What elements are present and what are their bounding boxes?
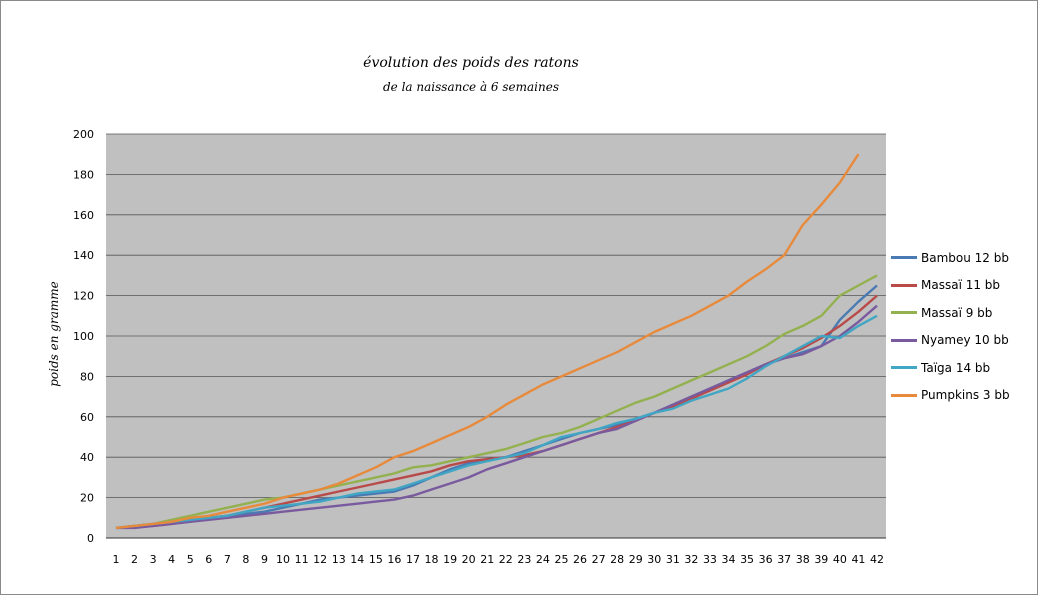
y-tick-label: 200 <box>73 128 94 141</box>
legend-label: Massaï 9 bb <box>921 305 993 320</box>
x-tick-label: 8 <box>242 553 249 566</box>
x-tick-label: 2 <box>131 553 138 566</box>
x-tick-label: 27 <box>592 553 606 566</box>
x-tick-label: 33 <box>703 553 717 566</box>
y-tick-label: 20 <box>80 492 94 505</box>
x-tick-label: 16 <box>387 553 401 566</box>
x-tick-label: 15 <box>369 553 383 566</box>
legend-item: Pumpkins 3 bb <box>891 382 1037 410</box>
x-tick-label: 10 <box>276 553 290 566</box>
x-tick-label: 3 <box>150 553 157 566</box>
x-tick-label: 34 <box>722 553 736 566</box>
x-tick-label: 38 <box>796 553 810 566</box>
x-tick-label: 40 <box>833 553 847 566</box>
x-tick-label: 30 <box>647 553 661 566</box>
x-tick-label: 23 <box>517 553 531 566</box>
y-tick-label: 120 <box>73 290 94 303</box>
series-line-3 <box>115 274 878 530</box>
legend-swatch <box>891 393 917 397</box>
x-tick-label: 18 <box>425 553 439 566</box>
legend-item: Taïga 14 bb <box>891 354 1037 382</box>
chart-title: évolution des poids des ratons <box>363 55 579 71</box>
x-tick-label: 24 <box>536 553 550 566</box>
y-tick-label: 0 <box>87 532 94 545</box>
x-tick-label: 4 <box>168 553 175 566</box>
x-tick-label: 25 <box>554 553 568 566</box>
x-tick-label: 35 <box>740 553 754 566</box>
legend-label: Taïga 14 bb <box>921 360 991 375</box>
legend-swatch <box>891 366 917 370</box>
chart-subtitle: de la naissance à 6 semaines <box>383 80 559 94</box>
x-tick-label: 41 <box>851 553 865 566</box>
series-line-6 <box>115 153 860 530</box>
x-tick-label: 31 <box>666 553 680 566</box>
x-tick-label: 7 <box>224 553 231 566</box>
x-tick-label: 37 <box>777 553 791 566</box>
x-tick-label: 20 <box>462 553 476 566</box>
x-tick-label: 9 <box>261 553 268 566</box>
y-tick-label: 180 <box>73 168 94 181</box>
x-tick-label: 19 <box>443 553 457 566</box>
legend-swatch <box>891 283 917 287</box>
series-line-5 <box>115 314 878 530</box>
legend-swatch <box>891 338 917 342</box>
x-axis-ticks: 1 2 3 4 5 6 7 8 9 10 11 12 13 14 15 16 17 18 19 20 21 22 23 24 2… <box>113 553 885 566</box>
x-tick-label: 29 <box>629 553 643 566</box>
x-tick-label: 28 <box>610 553 624 566</box>
legend-item: Massaï 9 bb <box>891 299 1037 327</box>
series-line-4 <box>116 304 878 530</box>
x-tick-label: 42 <box>870 553 884 566</box>
x-tick-label: 36 <box>759 553 773 566</box>
x-tick-label: 22 <box>499 553 513 566</box>
y-tick-label: 60 <box>80 411 94 424</box>
y-tick-label: 100 <box>73 330 94 343</box>
x-tick-label: 5 <box>187 553 194 566</box>
legend-label: Nyamey 10 bb <box>921 333 1009 348</box>
legend-swatch <box>891 311 917 315</box>
series-lines <box>115 153 878 530</box>
x-tick-label: 21 <box>480 553 494 566</box>
y-tick-label: 160 <box>73 209 94 222</box>
legend: Bambou 12 bb Massaï 11 bb Massaï 9 bb Nyame… <box>891 244 1037 409</box>
x-tick-label: 11 <box>295 553 309 566</box>
x-tick-label: 12 <box>313 553 327 566</box>
y-tick-label: 40 <box>80 451 94 464</box>
x-tick-label: 1 <box>113 553 120 566</box>
x-tick-label: 17 <box>406 553 420 566</box>
x-tick-label: 6 <box>205 553 212 566</box>
x-tick-label: 13 <box>332 553 346 566</box>
y-tick-label: 80 <box>80 370 94 383</box>
y-tick-label: 140 <box>73 249 94 262</box>
x-tick-label: 26 <box>573 553 587 566</box>
x-tick-label: 39 <box>814 553 828 566</box>
legend-label: Pumpkins 3 bb <box>921 388 1010 403</box>
x-tick-label: 32 <box>684 553 698 566</box>
x-tick-label: 14 <box>350 553 364 566</box>
legend-item: Bambou 12 bb <box>891 244 1037 272</box>
legend-item: Nyamey 10 bb <box>891 327 1037 355</box>
y-axis-ticks: 0 20 40 60 80 100 120 140 160 180 200 <box>73 128 94 545</box>
legend-swatch <box>891 256 917 260</box>
gridlines <box>106 133 886 539</box>
legend-label: Massaï 11 bb <box>921 278 1001 293</box>
legend-label: Bambou 12 bb <box>921 250 1009 265</box>
legend-item: Massaï 11 bb <box>891 272 1037 300</box>
